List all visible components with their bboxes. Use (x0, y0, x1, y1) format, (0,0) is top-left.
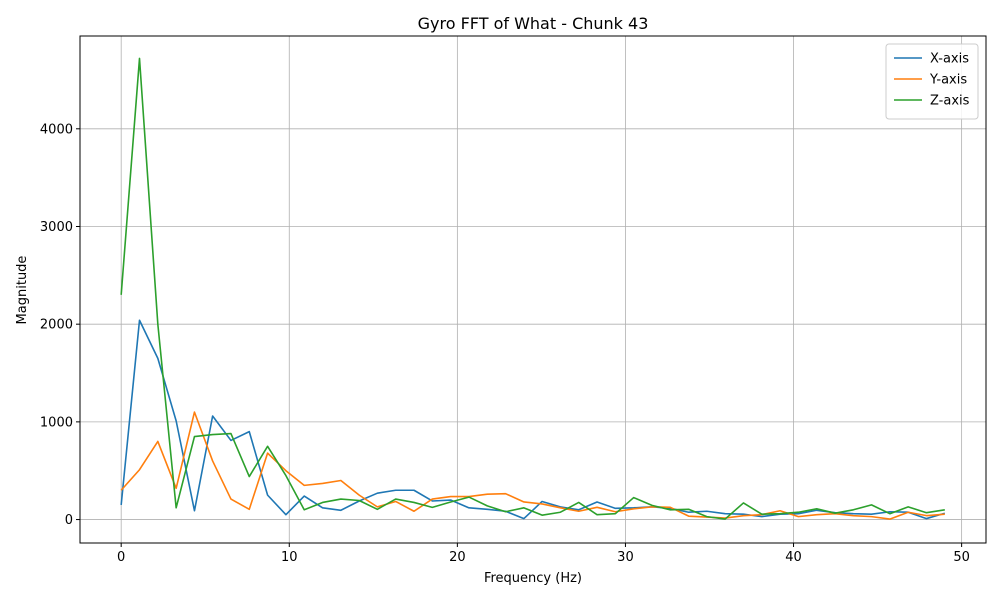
chart-title: Gyro FFT of What - Chunk 43 (418, 14, 649, 33)
x-tick-label: 30 (617, 550, 634, 565)
legend-label: Z-axis (930, 94, 970, 109)
legend-label: X-axis (930, 52, 969, 67)
x-tick-label: 10 (281, 550, 298, 565)
y-ticks: 0 1000 2000 3000 4000 (40, 122, 80, 528)
series-line-x-axis (120, 319, 946, 520)
x-tick-label: 50 (953, 550, 970, 565)
y-tick-label: 0 (65, 513, 73, 528)
series-line-z-axis (120, 57, 945, 520)
legend-label: Y-axis (929, 73, 967, 88)
series-line-y-axis (120, 411, 945, 520)
y-tick-label: 1000 (40, 415, 73, 430)
x-tick-label: 40 (785, 550, 802, 565)
series-lines (120, 57, 946, 520)
x-tick-label: 20 (449, 550, 466, 565)
y-tick-label: 4000 (40, 122, 73, 137)
y-tick-label: 2000 (40, 318, 73, 333)
x-tick-label: 0 (117, 550, 125, 565)
x-ticks: 0 10 20 30 40 50 (117, 543, 970, 565)
y-tick-label: 3000 (40, 220, 73, 235)
x-axis-label: Frequency (Hz) (484, 571, 582, 586)
y-axis-label: Magnitude (15, 256, 30, 325)
grid (80, 36, 986, 543)
legend: X-axis Y-axis Z-axis (885, 43, 979, 120)
plot-frame (79, 35, 987, 544)
